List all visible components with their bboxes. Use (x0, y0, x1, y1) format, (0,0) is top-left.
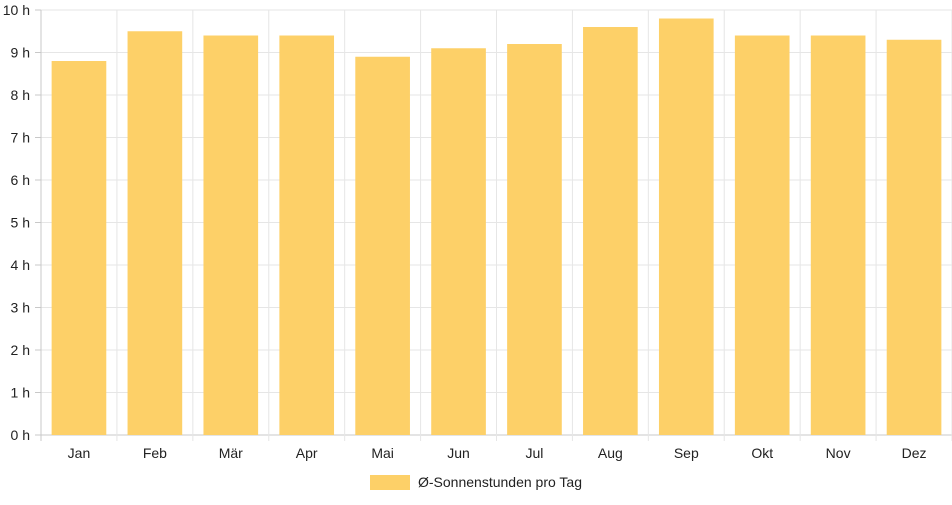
y-tick-label: 9 h (11, 45, 30, 61)
grid-lines (40, 9, 952, 441)
y-tick-label: 7 h (11, 130, 30, 146)
y-tick-label: 3 h (11, 300, 30, 316)
x-tick-label: Mai (371, 445, 394, 461)
x-tick-label: Jan (68, 445, 91, 461)
x-tick-label: Dez (902, 445, 927, 461)
bar (279, 35, 335, 435)
bar (355, 56, 410, 435)
x-axis-ticks: Jan Feb Mär Apr Mai Jun Jul Aug Sep Okt Nov Dez (68, 445, 927, 461)
y-tick-label: 6 h (11, 172, 30, 188)
y-tick-label: 4 h (11, 257, 30, 273)
bar (431, 48, 486, 435)
x-tick-label: Okt (751, 445, 773, 461)
x-tick-label: Nov (826, 445, 851, 461)
bar (886, 39, 942, 435)
y-tick-label: 1 h (11, 385, 30, 401)
bar (734, 35, 790, 435)
bar (51, 61, 107, 435)
legend-label: Ø-Sonnenstunden pro Tag (418, 474, 582, 490)
bars (51, 18, 942, 435)
bar (127, 31, 183, 435)
y-tick-label: 5 h (11, 215, 30, 231)
x-tick-label: Aug (598, 445, 623, 461)
x-tick-label: Sep (674, 445, 699, 461)
legend[interactable]: Ø-Sonnenstunden pro Tag (370, 474, 582, 490)
bar (583, 27, 638, 435)
y-axis-ticks: 0 h 1 h 2 h 3 h 4 h 5 h 6 h 7 h 8 h 9 h 10 h (3, 2, 41, 443)
bar (810, 35, 866, 435)
legend-swatch (370, 475, 410, 490)
y-tick-label: 0 h (11, 427, 30, 443)
x-tick-label: Apr (296, 445, 318, 461)
y-tick-label: 2 h (11, 342, 30, 358)
x-tick-label: Feb (143, 445, 167, 461)
bar (507, 44, 562, 435)
bar (203, 35, 259, 435)
y-tick-label: 8 h (11, 87, 30, 103)
y-tick-label: 10 h (3, 2, 30, 18)
bar (658, 18, 714, 435)
x-tick-label: Jul (526, 445, 544, 461)
x-tick-label: Mär (219, 445, 243, 461)
x-tick-label: Jun (447, 445, 470, 461)
